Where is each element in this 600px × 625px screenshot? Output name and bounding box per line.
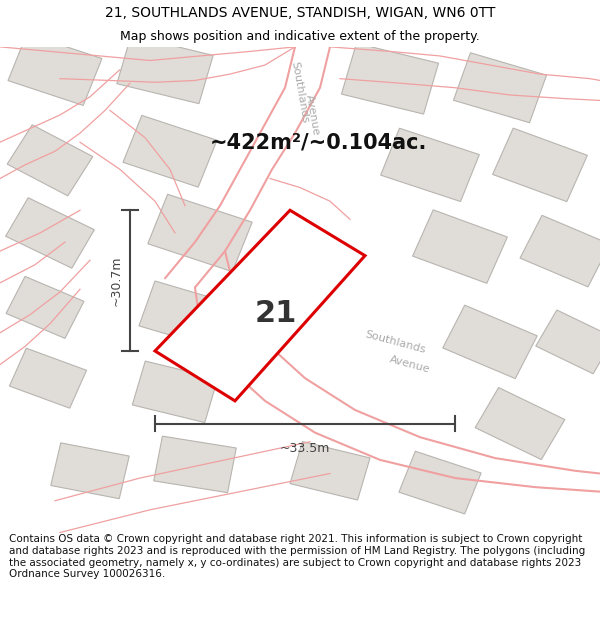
Polygon shape: [493, 128, 587, 202]
Polygon shape: [8, 34, 102, 106]
Polygon shape: [443, 305, 537, 379]
Polygon shape: [399, 451, 481, 514]
Polygon shape: [454, 52, 547, 122]
Text: 21: 21: [255, 299, 298, 328]
Polygon shape: [139, 281, 231, 348]
Text: Southlands: Southlands: [290, 61, 310, 124]
Text: ~30.7m: ~30.7m: [110, 256, 122, 306]
Polygon shape: [6, 276, 84, 338]
Polygon shape: [290, 441, 370, 500]
Text: Avenue: Avenue: [389, 354, 431, 375]
Polygon shape: [155, 210, 365, 401]
Polygon shape: [148, 194, 252, 272]
Text: Contains OS data © Crown copyright and database right 2021. This information is : Contains OS data © Crown copyright and d…: [9, 534, 585, 579]
Polygon shape: [117, 36, 213, 104]
Text: ~33.5m: ~33.5m: [280, 442, 330, 455]
Text: Map shows position and indicative extent of the property.: Map shows position and indicative extent…: [120, 30, 480, 43]
Polygon shape: [413, 210, 508, 283]
Text: Southlands: Southlands: [364, 329, 427, 355]
Polygon shape: [5, 198, 94, 268]
Polygon shape: [380, 128, 479, 201]
Polygon shape: [123, 116, 217, 187]
Polygon shape: [475, 388, 565, 459]
Polygon shape: [154, 436, 236, 492]
Text: Avenue: Avenue: [304, 94, 320, 136]
Text: ~422m²/~0.104ac.: ~422m²/~0.104ac.: [210, 132, 427, 152]
Text: 21, SOUTHLANDS AVENUE, STANDISH, WIGAN, WN6 0TT: 21, SOUTHLANDS AVENUE, STANDISH, WIGAN, …: [105, 6, 495, 20]
Polygon shape: [520, 216, 600, 287]
Polygon shape: [341, 43, 439, 114]
Polygon shape: [133, 361, 218, 423]
Polygon shape: [536, 310, 600, 374]
Polygon shape: [10, 348, 86, 408]
Polygon shape: [7, 125, 93, 196]
Polygon shape: [51, 443, 129, 499]
